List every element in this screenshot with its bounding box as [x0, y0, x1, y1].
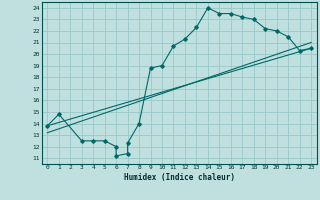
X-axis label: Humidex (Indice chaleur): Humidex (Indice chaleur)	[124, 173, 235, 182]
